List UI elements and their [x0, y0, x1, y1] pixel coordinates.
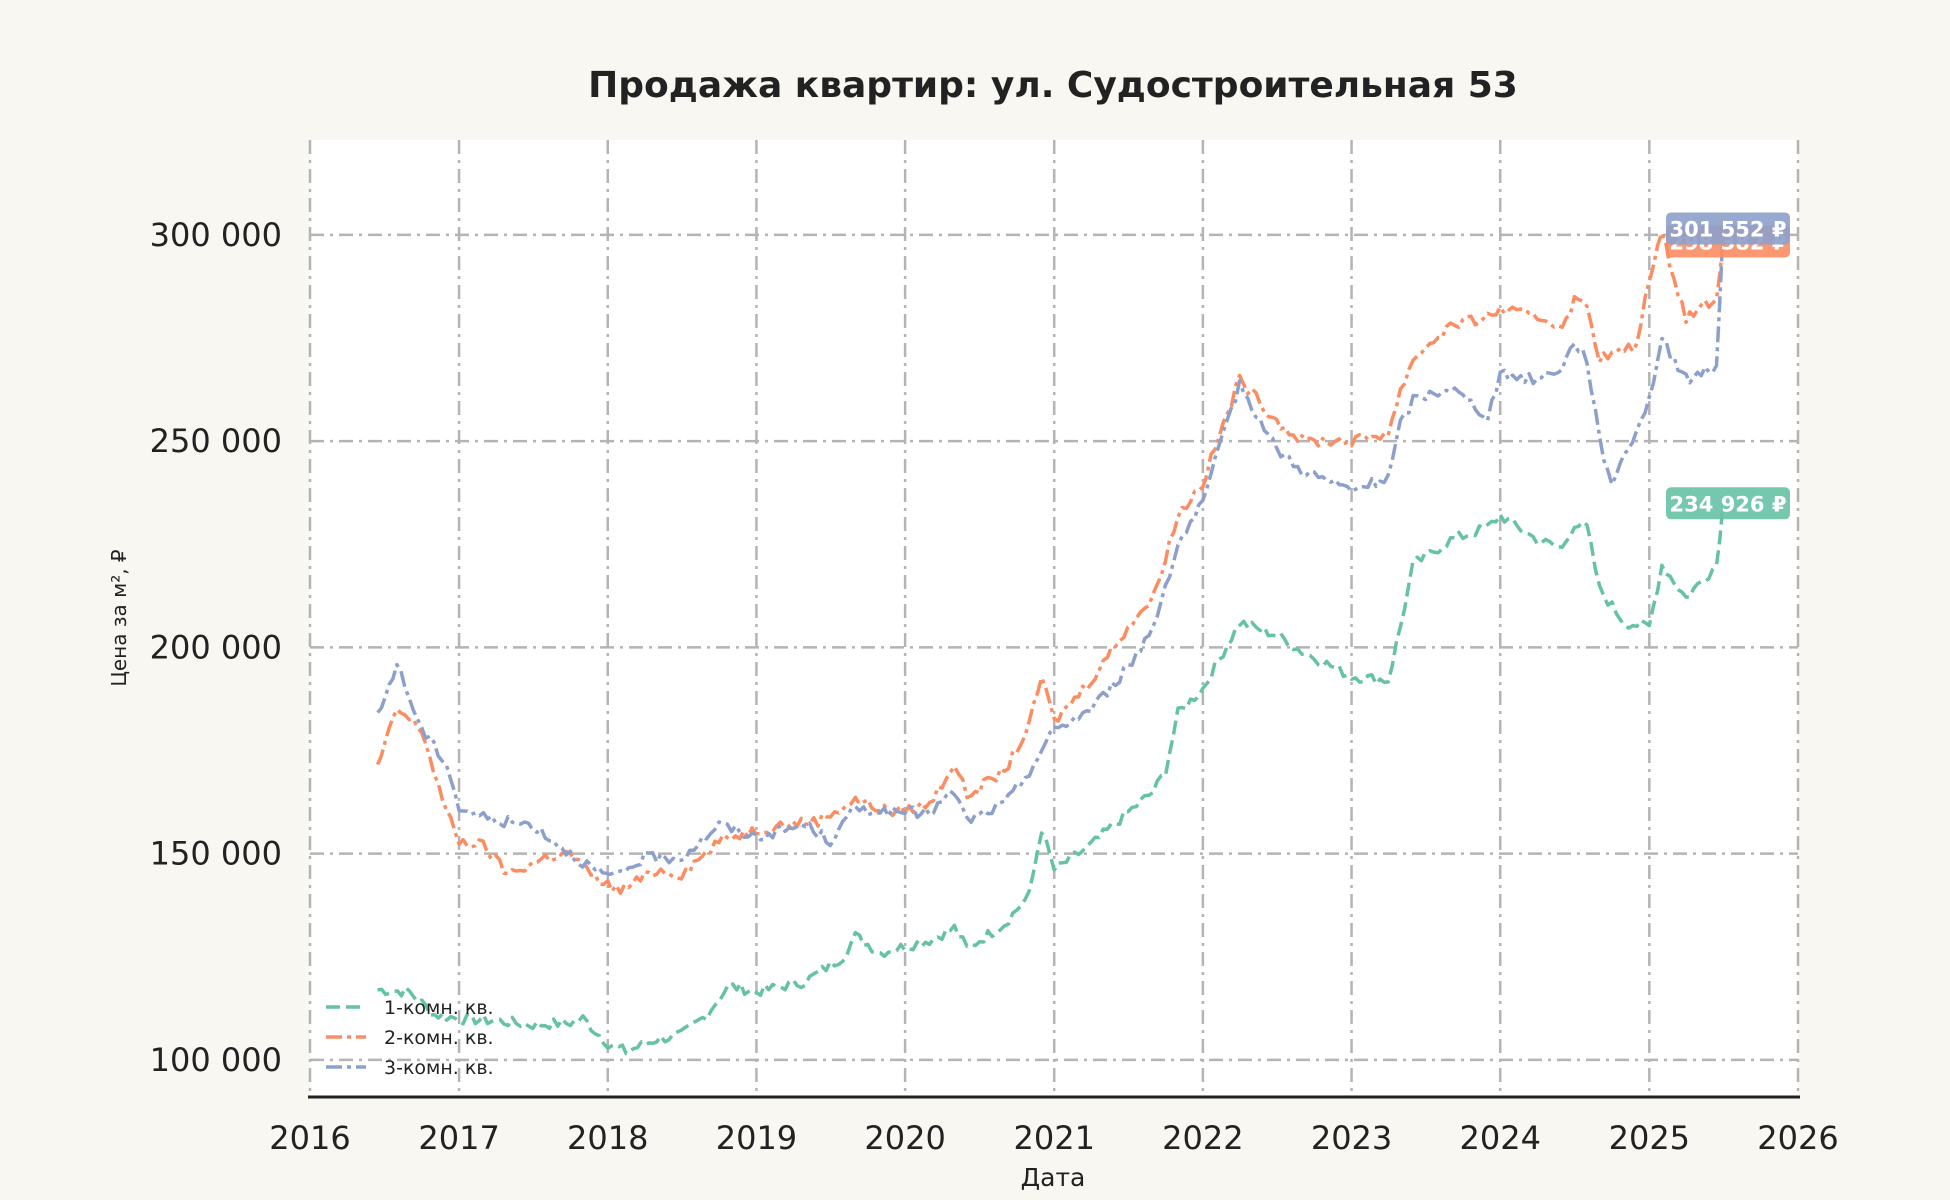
y-ticks: 100 000 150 000 200 000 250 000 300 000	[150, 216, 282, 1079]
legend-label-3: 3-комн. кв.	[384, 1057, 494, 1079]
end-label-1: 234 926 ₽	[1666, 487, 1790, 520]
y-tick-label: 300 000	[150, 216, 282, 254]
end-label-box	[1666, 212, 1790, 245]
y-tick-label: 100 000	[150, 1041, 282, 1079]
legend: 1-комн. кв. 2-комн. кв. 3-комн. кв.	[326, 997, 494, 1079]
plot-background	[310, 140, 1798, 1097]
end-labels: 234 926 ₽298 382 ₽301 552 ₽	[1666, 212, 1790, 520]
y-tick-label: 200 000	[150, 628, 282, 666]
y-tick-label: 150 000	[150, 835, 282, 873]
chart-title: Продажа квартир: ул. Судостроительная 53	[588, 65, 1518, 106]
end-label-text: 301 552 ₽	[1670, 217, 1787, 241]
series-line-1	[377, 503, 1725, 1056]
series-line-2	[375, 230, 1725, 896]
x-tick-label: 2020	[864, 1119, 945, 1157]
series-layer	[375, 228, 1725, 1056]
x-axis-label: Дата	[1021, 1163, 1086, 1192]
x-tick-label: 2026	[1757, 1119, 1838, 1157]
x-tick-label: 2024	[1460, 1119, 1541, 1157]
x-tick-label: 2022	[1162, 1119, 1243, 1157]
legend-label-2: 2-комн. кв.	[384, 1027, 494, 1049]
x-tick-label: 2016	[269, 1119, 350, 1157]
x-tick-label: 2017	[418, 1119, 499, 1157]
x-ticks: 2016 2017 2018 2019 2020 2021 2022 2023 2024 2025…	[269, 1119, 1838, 1157]
x-tick-label: 2025	[1609, 1119, 1690, 1157]
end-label-text: 234 926 ₽	[1670, 492, 1787, 516]
legend-label-1: 1-комн. кв.	[384, 997, 494, 1019]
x-tick-label: 2023	[1311, 1119, 1392, 1157]
series-line-3	[376, 228, 1725, 877]
grid	[308, 140, 1800, 1097]
end-label-box	[1666, 487, 1790, 520]
x-tick-label: 2019	[716, 1119, 797, 1157]
y-axis-label: Цена за м², ₽	[107, 549, 131, 687]
x-tick-label: 2021	[1013, 1119, 1094, 1157]
end-label-3: 301 552 ₽	[1666, 212, 1790, 245]
x-tick-label: 2018	[567, 1119, 648, 1157]
y-tick-label: 250 000	[150, 422, 282, 460]
